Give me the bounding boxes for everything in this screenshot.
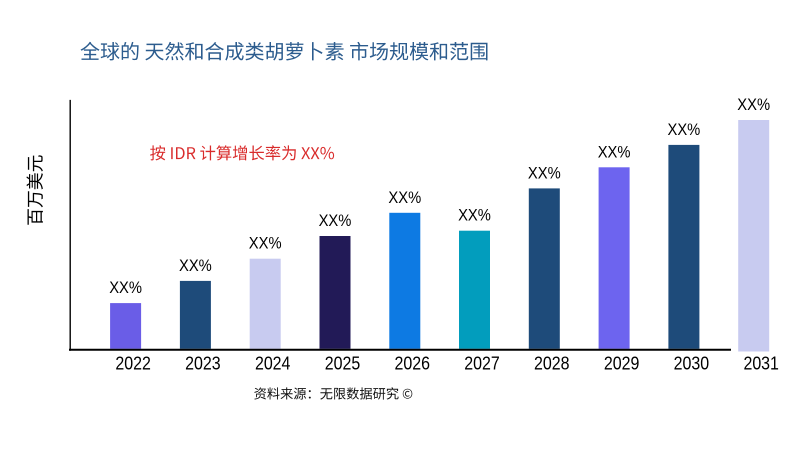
svg-text:XX%: XX% — [458, 206, 491, 225]
svg-text:XX%: XX% — [737, 95, 770, 114]
svg-text:XX%: XX% — [528, 163, 561, 182]
svg-text:XX%: XX% — [668, 120, 701, 139]
svg-text:2028: 2028 — [534, 354, 570, 374]
svg-text:2026: 2026 — [395, 354, 431, 374]
svg-text:XX%: XX% — [109, 278, 142, 297]
svg-text:2030: 2030 — [674, 354, 710, 374]
svg-text:2024: 2024 — [255, 354, 291, 374]
svg-text:2023: 2023 — [185, 354, 221, 374]
svg-text:2031: 2031 — [743, 354, 779, 374]
svg-text:XX%: XX% — [319, 211, 352, 230]
svg-text:XX%: XX% — [388, 188, 421, 207]
svg-text:XX%: XX% — [598, 142, 631, 161]
svg-text:XX%: XX% — [179, 256, 212, 275]
svg-text:2025: 2025 — [325, 354, 361, 374]
svg-text:2029: 2029 — [604, 354, 640, 374]
svg-text:2022: 2022 — [115, 354, 151, 374]
svg-text:2027: 2027 — [464, 354, 500, 374]
svg-text:XX%: XX% — [249, 234, 282, 253]
